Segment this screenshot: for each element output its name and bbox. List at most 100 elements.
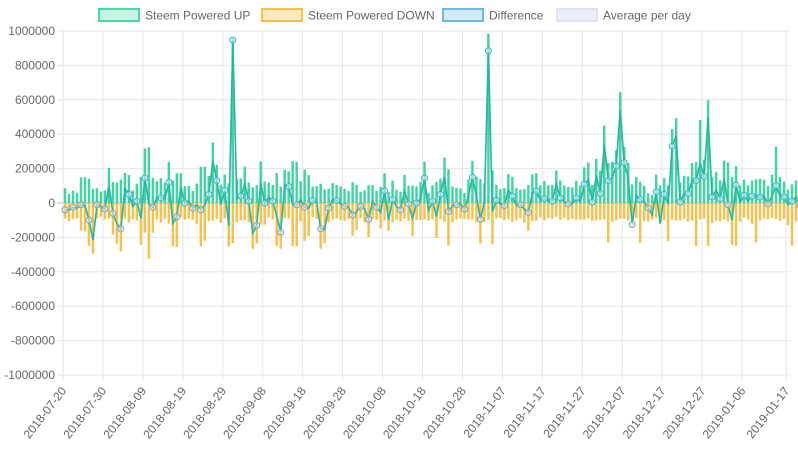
bar-up	[786, 189, 790, 203]
bar-down	[483, 203, 486, 222]
x-axis: 2018-07-202018-07-302018-08-092018-08-19…	[21, 384, 793, 441]
bar-up	[758, 178, 762, 203]
bar-down	[203, 203, 207, 241]
data-point	[205, 190, 213, 198]
data-point	[460, 205, 468, 213]
y-tick-label: -800000	[11, 334, 55, 348]
bar-down	[447, 203, 450, 246]
y-tick-label: -400000	[11, 265, 55, 279]
y-tick-label: 200000	[15, 162, 55, 176]
bar-up	[83, 177, 87, 203]
points	[61, 36, 798, 236]
legend-item-average-per-day[interactable]: Average per day	[556, 8, 691, 23]
bar-up	[395, 189, 398, 203]
data-point	[780, 193, 788, 201]
bar-down	[443, 203, 446, 222]
bar-up	[790, 184, 794, 203]
bar-down	[455, 203, 458, 220]
bar-down	[491, 203, 494, 245]
bar-up	[99, 191, 103, 203]
data-point	[365, 215, 373, 223]
data-point	[764, 200, 772, 208]
data-point	[101, 205, 109, 213]
bar-up	[251, 187, 254, 203]
bar-down	[259, 203, 262, 225]
bar-down	[698, 203, 702, 220]
bar-up	[419, 181, 422, 203]
data-point	[349, 211, 357, 219]
legend-item-steem-powered-up[interactable]: Steem Powered UP	[98, 8, 250, 23]
data-point	[317, 225, 325, 233]
data-point	[596, 190, 604, 198]
bar-down	[790, 203, 794, 246]
bar-down	[423, 203, 426, 220]
legend-item-difference[interactable]: Difference	[442, 8, 544, 23]
bar-up	[742, 179, 746, 203]
bar-up	[463, 193, 466, 203]
bar-down	[223, 203, 227, 219]
bar-up	[199, 166, 203, 203]
bar-up	[618, 92, 622, 203]
data-point	[628, 221, 636, 228]
legend-swatch	[98, 8, 140, 22]
bar-down	[147, 203, 151, 259]
bar-up	[343, 188, 346, 203]
bar-up	[335, 184, 338, 203]
legend-swatch	[556, 8, 598, 22]
data-point	[229, 36, 237, 44]
bar-up	[135, 183, 139, 203]
data-point	[301, 203, 309, 211]
bar-down	[359, 203, 362, 219]
data-point	[181, 199, 189, 207]
bar-down	[766, 203, 770, 219]
bar-down	[415, 203, 418, 221]
bar-down	[722, 203, 726, 220]
bar-down	[634, 203, 638, 218]
bar-up	[339, 186, 342, 203]
bar-down	[263, 203, 266, 225]
bar-down	[543, 203, 546, 221]
bar-up	[726, 162, 730, 203]
bar-down	[730, 203, 734, 245]
bar-down	[67, 203, 71, 222]
data-point	[500, 202, 508, 210]
bar-up	[499, 189, 502, 203]
data-point	[61, 206, 69, 214]
bar-up	[670, 129, 674, 203]
bar-down	[678, 203, 682, 221]
bar-down	[742, 203, 746, 218]
bar-up	[307, 175, 310, 203]
data-point	[724, 201, 732, 209]
bar-up	[738, 185, 742, 203]
bar-down	[71, 203, 75, 220]
data-point	[700, 172, 708, 180]
bar-down	[187, 203, 191, 219]
bar-down	[291, 203, 294, 247]
bar-up	[63, 188, 67, 203]
data-point	[93, 201, 101, 209]
bar-down	[507, 203, 510, 220]
bar-up	[319, 183, 322, 203]
bar-down	[782, 203, 786, 219]
legend-item-steem-powered-down[interactable]: Steem Powered DOWN	[261, 8, 435, 23]
bar-down	[135, 203, 139, 221]
bar-down	[778, 203, 782, 221]
data-point	[788, 197, 796, 205]
data-point	[125, 190, 133, 198]
bar-down	[618, 203, 622, 219]
bar-down	[163, 203, 167, 219]
bar-up	[267, 182, 270, 203]
data-point	[524, 208, 532, 216]
bar-down	[335, 203, 338, 219]
bar-up	[195, 183, 199, 203]
bar-down	[642, 203, 646, 222]
data-point	[325, 204, 333, 212]
bar-up	[571, 187, 574, 203]
bar-down	[183, 203, 187, 220]
bar-down	[535, 203, 538, 221]
bar-down	[271, 203, 274, 220]
bar-up	[79, 177, 83, 203]
bar-down	[499, 203, 502, 219]
data-point	[532, 187, 540, 195]
